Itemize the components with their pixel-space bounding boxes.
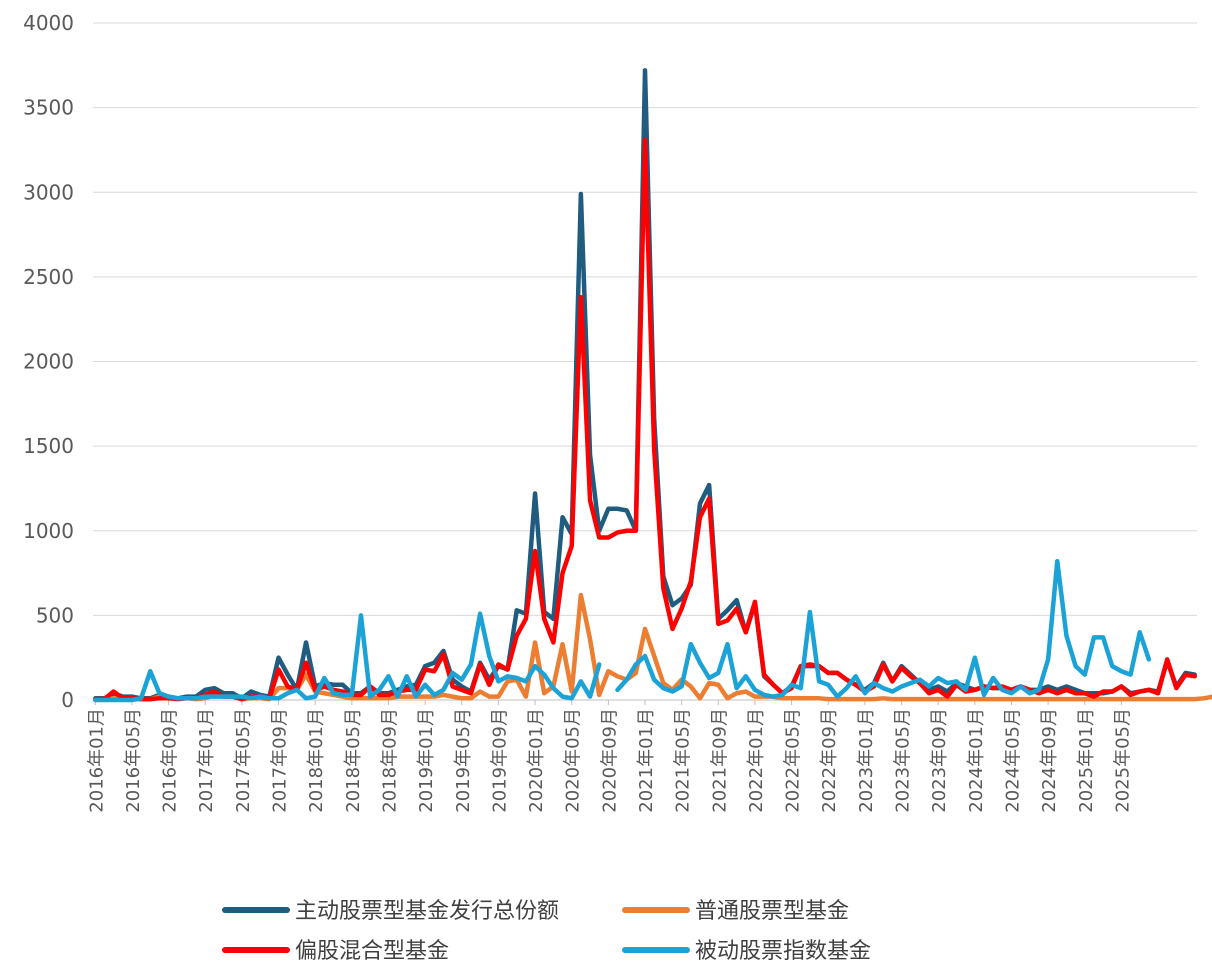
series-line xyxy=(615,558,1152,699)
x-tick-label: 2020年09月 xyxy=(599,708,620,813)
legend-label: 被动股票指数基金 xyxy=(695,939,871,964)
series-line xyxy=(93,611,602,703)
x-tick-label: 2022年01月 xyxy=(746,708,767,813)
x-tick-label: 2023年05月 xyxy=(893,708,914,813)
y-tick-label: 3500 xyxy=(23,96,74,120)
series-line xyxy=(93,137,1197,702)
y-tick-label: 3000 xyxy=(23,180,74,204)
y-tick-label: 4000 xyxy=(23,11,74,35)
y-tick-label: 2000 xyxy=(23,350,74,374)
y-tick-label: 1500 xyxy=(23,434,74,458)
y-tick-label: 1000 xyxy=(23,519,74,543)
x-tick-label: 2022年09月 xyxy=(819,708,840,813)
x-tick-label: 2021年09月 xyxy=(709,708,730,813)
series-3 xyxy=(93,137,1197,702)
x-tick-label: 2019年05月 xyxy=(453,708,474,813)
x-tick-label: 2016年01月 xyxy=(86,708,107,813)
x-tick-label: 2020年05月 xyxy=(563,708,584,813)
legend-label: 偏股混合型基金 xyxy=(295,939,449,964)
x-tick-label: 2019年09月 xyxy=(489,708,510,813)
series-line xyxy=(93,592,1212,702)
y-tick-label: 0 xyxy=(61,688,74,712)
legend-item: 普通股票型基金 xyxy=(622,899,849,924)
x-tick-label: 2024年09月 xyxy=(1039,708,1060,813)
x-tick-label: 2018年09月 xyxy=(379,708,400,813)
x-tick-label: 2024年01月 xyxy=(966,708,987,813)
x-tick-label: 2021年05月 xyxy=(673,708,694,813)
x-tick-label: 2018年05月 xyxy=(343,708,364,813)
x-axis: 2016年01月 2016年05月 2016年09月 2017年01月 2017年05月… xyxy=(86,700,1133,813)
x-tick-label: 2021年01月 xyxy=(636,708,657,813)
x-tick-label: 2023年01月 xyxy=(856,708,877,813)
x-tick-label: 2017年05月 xyxy=(233,708,254,813)
x-tick-label: 2022年05月 xyxy=(783,708,804,813)
y-axis: 4000 3500 3000 2500 2000 1500 1000 500 0 xyxy=(23,11,74,712)
x-tick-label: 2025年05月 xyxy=(1112,708,1133,813)
x-tick-label: 2018年01月 xyxy=(306,708,327,813)
legend-label: 普通股票型基金 xyxy=(695,899,849,924)
x-tick-label: 2017年01月 xyxy=(196,708,217,813)
x-tick-label: 2023年09月 xyxy=(929,708,950,813)
series-4 xyxy=(93,558,1152,703)
x-tick-label: 2017年09月 xyxy=(270,708,291,813)
legend-item: 偏股混合型基金 xyxy=(222,939,449,964)
x-tick-label: 2019年01月 xyxy=(416,708,437,813)
x-tick-label: 2020年01月 xyxy=(526,708,547,813)
legend-label: 主动股票型基金发行总份额 xyxy=(295,899,559,924)
x-tick-label: 2025年01月 xyxy=(1076,708,1097,813)
x-tick-label: 2016年09月 xyxy=(160,708,181,813)
legend-item: 被动股票指数基金 xyxy=(622,939,871,964)
y-tick-label: 500 xyxy=(36,603,74,627)
x-tick-label: 2024年05月 xyxy=(1002,708,1023,813)
x-tick-label: 2016年05月 xyxy=(123,708,144,813)
legend-item: 主动股票型基金发行总份额 xyxy=(222,899,559,924)
series-2 xyxy=(93,592,1212,702)
y-tick-label: 2500 xyxy=(23,265,74,289)
series-lines xyxy=(93,68,1212,703)
